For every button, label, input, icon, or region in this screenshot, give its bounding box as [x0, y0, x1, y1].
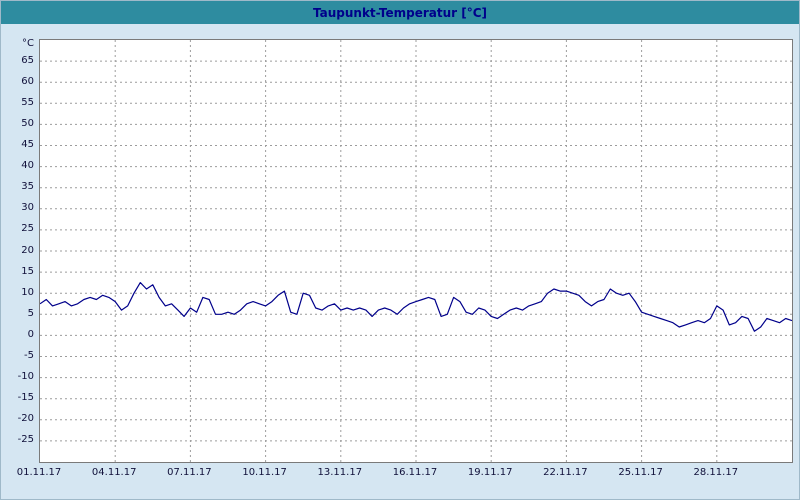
y-tick-label: 10	[21, 286, 34, 298]
y-tick-label: 30	[21, 202, 34, 214]
x-tick-label: 19.11.17	[467, 467, 513, 478]
x-tick-label: 01.11.17	[16, 467, 62, 478]
window-titlebar: Taupunkt-Temperatur [°C]	[1, 1, 799, 24]
y-tick-label: 5	[27, 307, 34, 319]
y-tick-label: -20	[17, 413, 34, 425]
y-tick-label: 45	[21, 139, 34, 150]
x-tick-label: 16.11.17	[392, 467, 438, 478]
y-tick-label: -5	[24, 350, 34, 361]
plot-area	[39, 39, 793, 463]
y-tick-label: 0	[27, 328, 34, 340]
x-tick-label: 22.11.17	[543, 467, 588, 478]
y-tick-label: 25	[21, 223, 34, 235]
y-tick-label: 50	[21, 117, 34, 129]
y-tick-label: 65	[21, 54, 34, 66]
y-tick-label: 40	[21, 160, 34, 172]
chart-canvas	[40, 40, 792, 462]
y-axis-unit-label: °C	[22, 38, 34, 49]
y-tick-label: -15	[17, 392, 34, 404]
y-tick-label: 20	[21, 244, 34, 256]
y-tick-label: -25	[17, 434, 34, 446]
x-tick-label: 07.11.17	[167, 467, 212, 478]
x-tick-label: 13.11.17	[317, 467, 363, 478]
window-title: Taupunkt-Temperatur [°C]	[312, 5, 488, 20]
y-tick-label: 35	[21, 181, 34, 193]
x-tick-label: 28.11.17	[693, 467, 739, 478]
y-tick-label: 60	[21, 75, 34, 87]
y-tick-label: 55	[21, 96, 34, 108]
x-tick-label: 25.11.17	[618, 467, 663, 478]
x-tick-label: 10.11.17	[242, 467, 287, 478]
y-tick-label: -10	[17, 371, 34, 383]
x-tick-label: 04.11.17	[91, 467, 137, 478]
dewpoint-temperature-line	[40, 282, 792, 332]
y-tick-label: 15	[21, 265, 34, 277]
gridlines	[40, 40, 792, 462]
